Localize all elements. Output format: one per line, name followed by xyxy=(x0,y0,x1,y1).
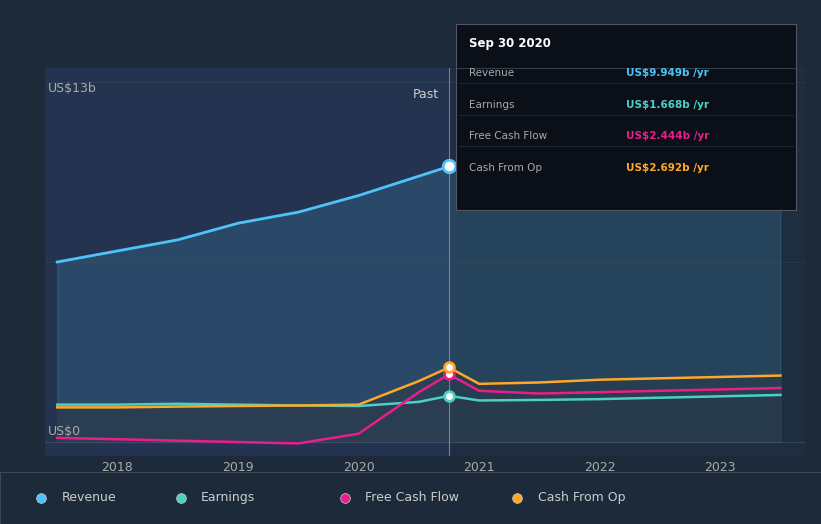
Text: Earnings: Earnings xyxy=(201,492,255,504)
Text: US$13b: US$13b xyxy=(48,82,96,95)
Text: Cash From Op: Cash From Op xyxy=(470,163,543,173)
Text: Revenue: Revenue xyxy=(470,68,515,78)
Text: Revenue: Revenue xyxy=(62,492,117,504)
Text: US$1.668b /yr: US$1.668b /yr xyxy=(626,100,709,110)
Text: Analysts Forecasts: Analysts Forecasts xyxy=(463,88,580,101)
Text: Sep 30 2020: Sep 30 2020 xyxy=(470,37,551,50)
Text: Past: Past xyxy=(413,88,439,101)
Text: Free Cash Flow: Free Cash Flow xyxy=(365,492,459,504)
Bar xyxy=(45,68,449,456)
Text: US$2.692b /yr: US$2.692b /yr xyxy=(626,163,709,173)
Text: US$0: US$0 xyxy=(48,425,80,438)
Text: US$9.949b /yr: US$9.949b /yr xyxy=(626,68,709,78)
Text: US$2.444b /yr: US$2.444b /yr xyxy=(626,132,709,141)
Text: Cash From Op: Cash From Op xyxy=(538,492,626,504)
Bar xyxy=(449,68,805,456)
Text: Earnings: Earnings xyxy=(470,100,515,110)
Text: Free Cash Flow: Free Cash Flow xyxy=(470,132,548,141)
